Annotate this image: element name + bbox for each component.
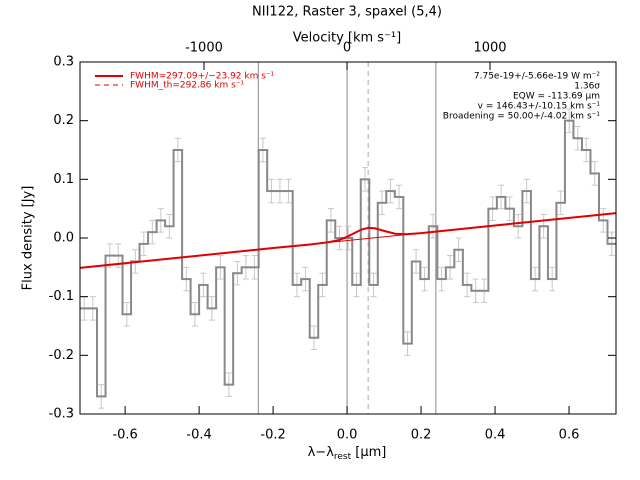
- chart-title: NII122, Raster 3, spaxel (5,4): [252, 5, 442, 20]
- x-tick-label: -0.6: [112, 428, 137, 443]
- x-tick-label: 0.0: [337, 428, 358, 443]
- y-tick-label: 0.2: [53, 113, 74, 128]
- y-tick-label: -0.1: [49, 289, 74, 304]
- legend-label: FWHM_th=292.86 km s⁻¹: [130, 81, 245, 91]
- x2-axis-label: Velocity [km s⁻¹]: [293, 31, 401, 46]
- x-tick-label: -0.4: [186, 428, 211, 443]
- y-tick-label: -0.3: [49, 407, 74, 422]
- x-axis-label-main: λ−λ: [308, 445, 335, 460]
- x2-tick-label: -1000: [185, 41, 223, 56]
- fit-line: [80, 212, 616, 269]
- annotation: Broadening = 50.00+/-4.02 km s⁻¹: [443, 112, 601, 122]
- annotation: v = 146.43+/-10.15 km s⁻¹: [478, 102, 601, 112]
- annotation: 7.75e-19+/-5.66e-19 W m⁻²: [474, 72, 601, 82]
- x-axis-label-unit: [μm]: [351, 445, 386, 460]
- x-axis-label: λ−λrest [μm]: [308, 445, 387, 462]
- x-axis-label-sub: rest: [334, 452, 352, 462]
- x-tick-label: 0.2: [411, 428, 432, 443]
- x2-tick-label: 1000: [473, 41, 506, 56]
- legend-label: FWHM=297.09+/−23.92 km s⁻¹: [130, 72, 275, 82]
- x-tick-label: 0.6: [559, 428, 580, 443]
- x2-tick-label: 0: [343, 41, 351, 56]
- y-tick-label: 0.3: [53, 55, 74, 70]
- y-tick-label: 0.0: [53, 231, 74, 246]
- x-tick-label: -0.2: [260, 428, 285, 443]
- plot-area: [80, 62, 616, 414]
- annotation: EQW = -113.69 μm: [513, 92, 600, 102]
- y-tick-label: 0.1: [53, 172, 74, 187]
- y-tick-label: -0.2: [49, 348, 74, 363]
- x-tick-label: 0.4: [485, 428, 506, 443]
- annotation: 1.36σ: [574, 82, 600, 92]
- y-axis-label: Flux density [Jy]: [21, 186, 36, 291]
